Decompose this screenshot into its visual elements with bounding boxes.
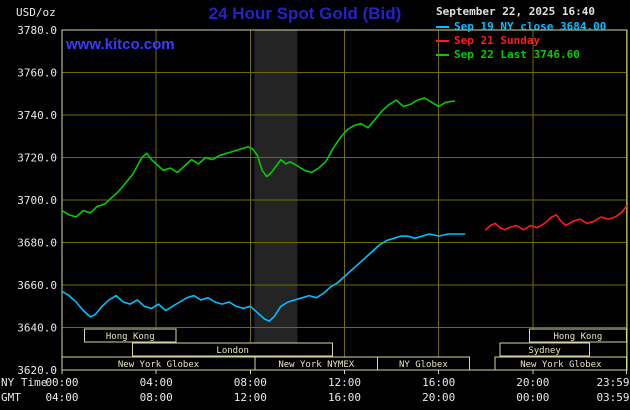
session-label: Sydney [528, 346, 561, 356]
session-box [499, 342, 590, 357]
chart-title: 24 Hour Spot Gold (Bid) [208, 4, 402, 23]
legend-label: Sep 19 NY close 3684.00 [454, 20, 607, 33]
x-tick-label-gmt: 00:00 [516, 391, 549, 404]
session-box [132, 342, 334, 357]
gmt-row-label: GMT [1, 391, 21, 404]
y-tick-label: 3620.0 [17, 364, 57, 377]
legend-item-sep19: Sep 19 NY close 3684.00 [436, 20, 628, 34]
y-tick-label: 3660.0 [17, 279, 57, 292]
datetime-label: September 22, 2025 16:40 [436, 5, 595, 18]
session-label: NY Globex [399, 360, 448, 370]
x-tick-label-ny: 00:00 [45, 376, 78, 389]
y-tick-label: 3780.0 [17, 24, 57, 37]
session-label: Hong Kong [106, 332, 155, 342]
y-tick-label: 3700.0 [17, 194, 57, 207]
session-box [376, 356, 470, 371]
y-axis-units-label: USD/oz [16, 6, 56, 19]
y-tick-label: 3720.0 [17, 152, 57, 165]
session-box [494, 356, 628, 371]
session-label: Hong Kong [554, 332, 603, 342]
x-tick-label-ny: 23:59 [596, 376, 629, 389]
legend-label: Sep 21 Sunday [454, 34, 541, 47]
x-tick-label-gmt: 12:00 [234, 391, 267, 404]
x-tick-label-gmt: 08:00 [140, 391, 173, 404]
price-line-0 [61, 233, 466, 322]
price-line-2 [61, 97, 456, 218]
legend-swatch-sep21 [436, 40, 449, 42]
x-tick-label-ny: 08:00 [234, 376, 267, 389]
kitco-link[interactable]: www.kitco.com [66, 36, 175, 53]
legend-swatch-sep19 [436, 26, 449, 28]
legend-swatch-sep22 [436, 54, 449, 56]
chart-header-right: September 22, 2025 16:40 Sep 19 NY close… [436, 5, 628, 62]
x-tick-label-gmt: 03:59 [596, 391, 629, 404]
x-tick-label-ny: 20:00 [516, 376, 549, 389]
y-tick-label: 3680.0 [17, 237, 57, 250]
price-line-1 [484, 205, 628, 231]
x-tick-label-gmt: 20:00 [422, 391, 455, 404]
session-box [528, 328, 628, 343]
x-tick-label-gmt: 04:00 [45, 391, 78, 404]
x-tick-label-ny: 12:00 [328, 376, 361, 389]
x-tick-label-gmt: 16:00 [328, 391, 361, 404]
session-label: New York Globex [118, 360, 200, 370]
x-tick-label-ny: 16:00 [422, 376, 455, 389]
y-tick-label: 3640.0 [17, 322, 57, 335]
legend-label: Sep 22 Last 3746.60 [454, 48, 580, 61]
y-tick-label: 3740.0 [17, 109, 57, 122]
session-box [83, 328, 177, 343]
legend-item-sep21: Sep 21 Sunday [436, 34, 628, 48]
ny-time-row-label: NY Time [1, 376, 47, 389]
y-tick-label: 3760.0 [17, 67, 57, 80]
session-label: New York NYMEX [278, 360, 354, 370]
session-label: New York Globex [520, 360, 602, 370]
legend-item-sep22: Sep 22 Last 3746.60 [436, 48, 628, 62]
session-label: London [216, 346, 249, 356]
x-tick-label-ny: 04:00 [140, 376, 173, 389]
